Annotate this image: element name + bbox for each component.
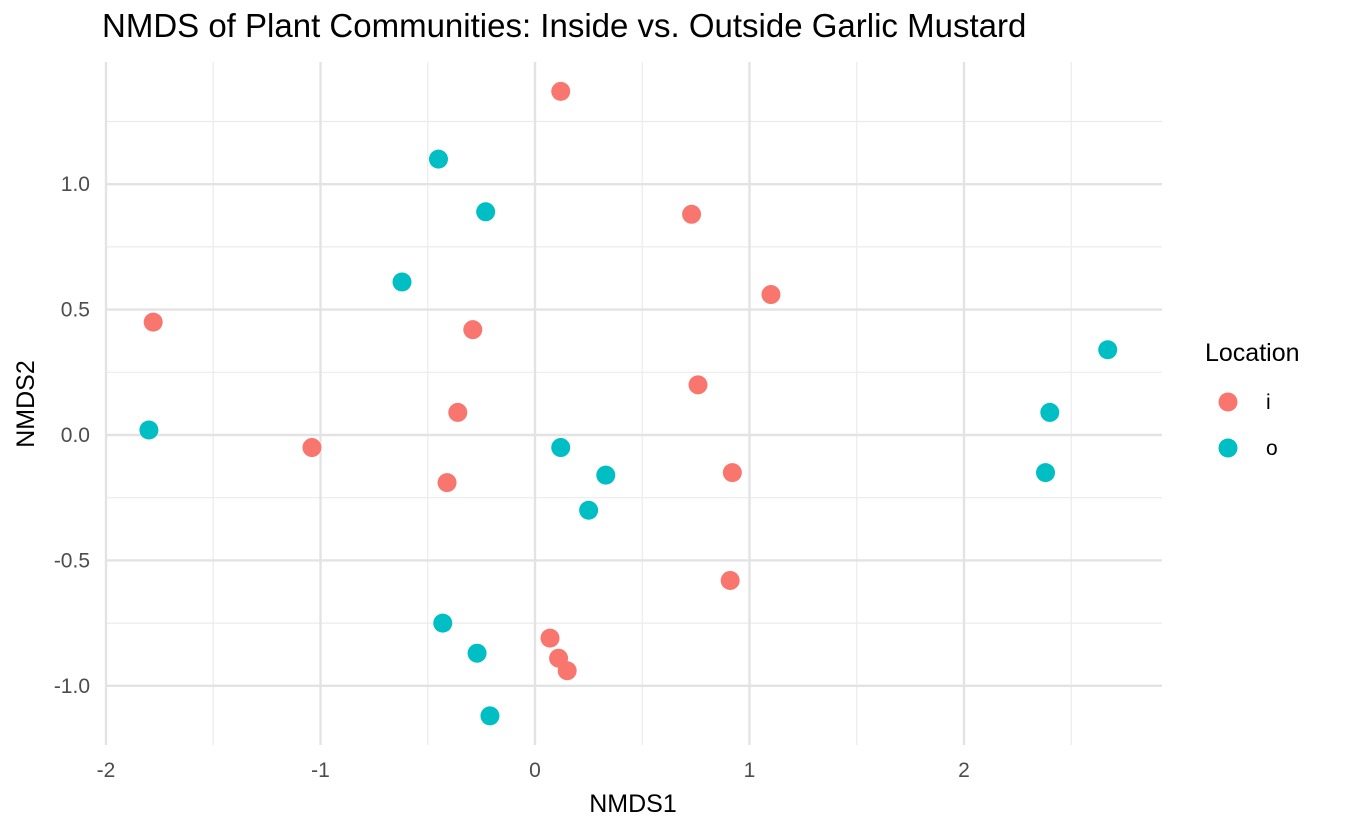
- legend-title: Location: [1205, 339, 1300, 367]
- point-o: [596, 465, 616, 485]
- y-tick-label: -0.5: [54, 549, 90, 572]
- point-o: [1040, 402, 1060, 422]
- x-axis-title: NMDS1: [589, 790, 677, 818]
- y-axis-title: NMDS2: [12, 360, 40, 448]
- point-i: [557, 661, 577, 681]
- y-tick-label: 0.0: [61, 424, 90, 447]
- point-i: [682, 204, 702, 224]
- point-i: [448, 402, 468, 422]
- point-i: [720, 570, 740, 590]
- point-i: [761, 285, 781, 305]
- grid-major: [104, 62, 1162, 745]
- y-tick-label: 0.5: [61, 299, 90, 322]
- point-i: [437, 473, 457, 493]
- grid-minor: [106, 62, 1162, 745]
- x-tick-labels: -2 -1 0 1 2: [97, 759, 970, 782]
- x-tick-label: 0: [529, 759, 541, 782]
- point-o: [1098, 340, 1118, 360]
- y-tick-label: 1.0: [61, 173, 90, 196]
- legend-key-o: [1218, 438, 1238, 458]
- legend-items: io: [1218, 391, 1278, 460]
- point-i: [540, 628, 560, 648]
- x-tick-label: 1: [744, 759, 756, 782]
- legend-label-i: i: [1266, 391, 1271, 414]
- point-i: [463, 320, 483, 340]
- point-o: [467, 643, 487, 663]
- point-i: [143, 312, 163, 332]
- x-tick-label: -2: [97, 759, 116, 782]
- point-o: [433, 613, 453, 633]
- point-o: [428, 149, 448, 169]
- point-o: [476, 202, 496, 222]
- point-o: [551, 438, 571, 458]
- x-tick-label: -1: [311, 759, 330, 782]
- legend: Location io: [1205, 339, 1300, 460]
- legend-label-o: o: [1266, 437, 1278, 460]
- legend-key-i: [1218, 392, 1238, 412]
- point-i: [302, 438, 322, 458]
- point-o: [1036, 463, 1056, 483]
- y-tick-labels: -1.0 -0.5 0.0 0.5 1.0: [54, 173, 90, 698]
- point-o: [392, 272, 412, 292]
- data-points: [139, 81, 1118, 726]
- y-tick-label: -1.0: [54, 675, 90, 698]
- x-tick-label: 2: [958, 759, 970, 782]
- chart-title: NMDS of Plant Communities: Inside vs. Ou…: [102, 7, 1026, 44]
- point-i: [722, 463, 742, 483]
- point-i: [688, 375, 708, 395]
- point-o: [579, 500, 599, 520]
- point-i: [551, 81, 571, 101]
- point-o: [139, 420, 159, 440]
- point-o: [480, 706, 500, 726]
